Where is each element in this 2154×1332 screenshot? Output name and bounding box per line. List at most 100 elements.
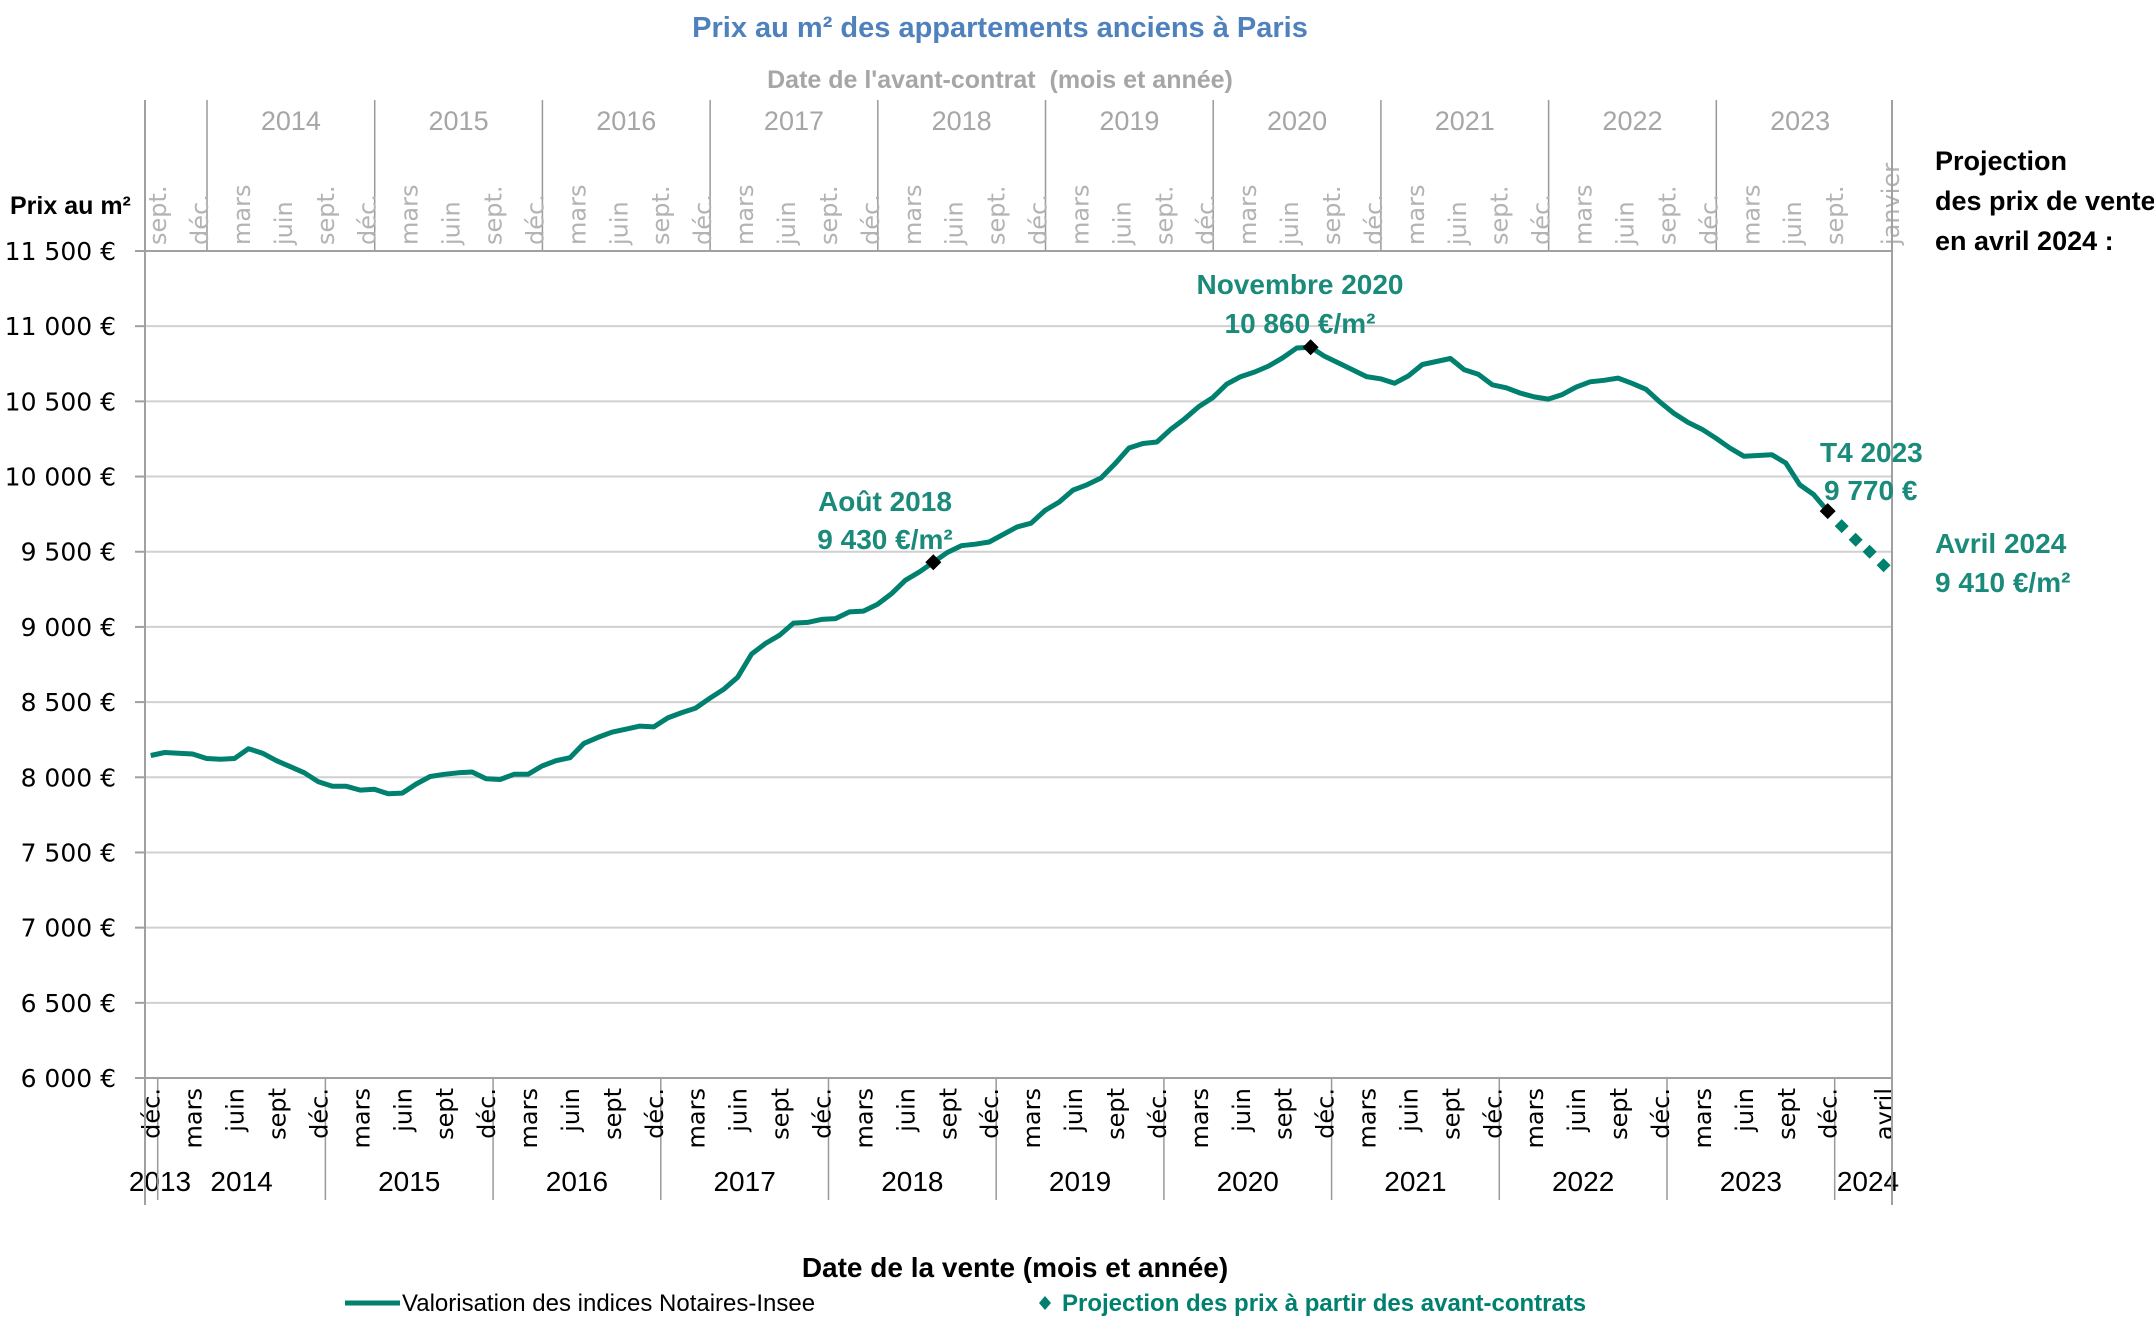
annotation-aug-2018-line1: Août 2018 [818,486,952,517]
annotation-t4-2023-line1: T4 2023 [1820,437,1923,468]
bottom-axis: 2013 2014 2015 2016 2017 2018 2019 2020 2021 2022… [129,1078,1899,1200]
top-month-label: juin [773,201,801,246]
top-month-label: sept. [1821,185,1849,245]
gridlines [145,250,1892,1004]
bottom-month-label: sept [599,1088,627,1140]
top-month-label: mars [563,185,591,245]
top-month-label: déc. [521,194,549,245]
annotation-nov-2020-line2: 10 860 €/m² [1225,308,1376,339]
bottom-month-label: sept [934,1088,962,1140]
projection-diamond-marker [1862,544,1877,559]
bottom-month-label: mars [515,1088,543,1148]
legend-item-projection[interactable]: Projection des prix à partir des avant-c… [1039,1290,1586,1317]
y-tick-label: 9 500 € [21,538,116,567]
bottom-month-label: juin [1563,1088,1591,1133]
bottom-month-label: déc. [1647,1088,1675,1139]
projection-diamond-marker [1876,558,1891,573]
plot-frame [144,100,1893,1205]
top-month-label: sept. [647,185,675,245]
top-year-label: 2015 [429,106,489,136]
bottom-month-label: juin [1731,1088,1759,1133]
top-axis-title: Date de l'avant-contrat (mois et année) [767,66,1233,94]
legend-item-indices[interactable]: Valorisation des indices Notaires-Insee [345,1290,815,1317]
bottom-year-label: 2019 [1049,1166,1111,1197]
top-month-label: mars [899,185,927,245]
top-month-label: juin [605,201,633,246]
bottom-year-label: 2013 [129,1166,191,1197]
top-month-label: sept. [1486,185,1514,245]
bottom-year-label: 2015 [378,1166,440,1197]
y-tick-label: 10 500 € [5,387,116,416]
bottom-year-label: 2018 [881,1166,943,1197]
bottom-year-label: 2022 [1552,1166,1614,1197]
top-month-label: juin [1611,201,1639,246]
bottom-year-label: 2020 [1217,1166,1279,1197]
bottom-month-label: mars [850,1088,878,1148]
highlight-diamond-marker [1302,339,1319,356]
bottom-month-label: mars [1689,1088,1717,1148]
y-tick-label: 7 000 € [21,914,116,943]
bottom-month-label: mars [1018,1088,1046,1148]
top-month-label: déc. [1360,194,1388,245]
top-month-label: sept. [815,185,843,245]
top-month-label: sept. [983,185,1011,245]
top-month-label: sept. [312,185,340,245]
y-tick-label: 6 500 € [21,989,116,1018]
bottom-month-label: juin [1060,1088,1088,1133]
y-tick-label: 9 000 € [21,613,116,642]
top-month-label: déc. [354,194,382,245]
bottom-year-label: 2017 [713,1166,775,1197]
y-tick-label: 11 000 € [5,312,116,341]
top-month-label: juin [438,201,466,246]
bottom-month-label: sept [1102,1088,1130,1140]
bottom-month-label: déc. [473,1088,501,1139]
bottom-month-label: mars [1354,1088,1382,1148]
bottom-month-label: déc. [641,1088,669,1139]
side-note-line-3: en avril 2024 : [1935,226,2114,256]
top-month-label: mars [228,185,256,245]
top-year-label: 2014 [261,106,321,136]
bottom-month-label: mars [180,1088,208,1148]
bottom-month-label: juin [725,1088,753,1133]
bottom-month-label: sept [1773,1088,1801,1140]
bottom-month-label: sept [263,1088,291,1140]
top-year-label: 2021 [1435,106,1495,136]
bottom-month-label: sept [767,1088,795,1140]
top-month-label: déc. [186,194,214,245]
bottom-year-label: 2016 [546,1166,608,1197]
annotation-apr-2024-line1: Avril 2024 [1935,528,2067,559]
bottom-year-label: 2023 [1720,1166,1782,1197]
top-month-label: sept. [480,185,508,245]
bottom-month-label: déc. [1479,1088,1507,1139]
annotation-aug-2018-line2: 9 430 €/m² [817,524,952,555]
bottom-month-label: juin [892,1088,920,1133]
y-tick-label: 8 000 € [21,763,116,792]
y-tick-label: 11 500 € [5,237,116,266]
highlight-diamond-marker [1819,503,1836,520]
top-month-label: déc. [689,194,717,245]
top-year-label: 2019 [1099,106,1159,136]
annotation-nov-2020-line1: Novembre 2020 [1196,269,1403,300]
y-axis-ticks: 11 500 € 11 000 € 10 500 € 10 000 € 9 500 € 9… [5,237,145,1093]
top-month-label: mars [1737,185,1765,245]
bottom-month-label: mars [1186,1088,1214,1148]
top-axis: 2014 2015 2016 2017 2018 2019 2020 2021 2022 2023… [144,100,1905,251]
top-month-label: sept. [1150,185,1178,245]
top-month-label: déc. [1192,194,1220,245]
bottom-month-label: mars [1521,1088,1549,1148]
top-month-label: sept. [1653,185,1681,245]
top-month-label: mars [1234,185,1262,245]
annotation-t4-2023-line2: 9 770 € [1824,475,1918,506]
bottom-month-label: déc. [809,1088,837,1139]
chart-title: Prix au m² des appartements anciens à Pa… [692,12,1308,44]
legend: Valorisation des indices Notaires-Insee … [345,1290,1586,1317]
bottom-month-label: juin [1395,1088,1423,1133]
bottom-month-label: déc. [305,1088,333,1139]
top-month-label: sept. [144,185,172,245]
top-year-label: 2023 [1770,106,1830,136]
y-tick-label: 7 500 € [21,838,116,867]
top-month-label: mars [396,185,424,245]
top-month-label: mars [1402,185,1430,245]
top-month-label: juin [1444,201,1472,246]
